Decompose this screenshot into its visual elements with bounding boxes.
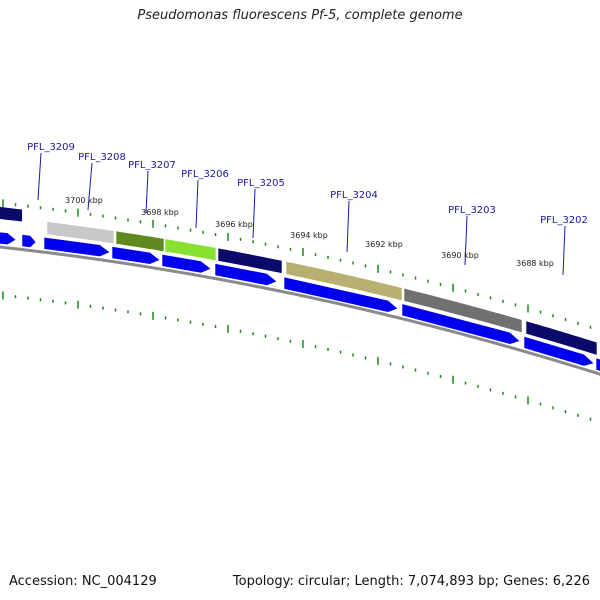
forward-gene-arrow xyxy=(21,234,37,248)
forward-gene-arrow xyxy=(595,357,600,372)
forward-gene-arrow xyxy=(161,253,212,274)
kbp-label: 3700 kbp xyxy=(65,196,103,205)
gene-label: PFL_3202 xyxy=(540,215,588,226)
kbp-label: 3694 kbp xyxy=(290,231,328,240)
forward-gene-arrow xyxy=(43,236,111,258)
gene-callout-line xyxy=(562,225,566,276)
gene-label: PFL_3208 xyxy=(78,152,126,163)
accession-text: Accession: NC_004129 xyxy=(9,574,157,589)
forward-gene-arrow xyxy=(111,246,161,265)
gene-label: PFL_3206 xyxy=(181,169,229,180)
gene-block xyxy=(164,238,217,262)
kbp-label: 3698 kbp xyxy=(141,208,179,217)
gene-label: PFL_3204 xyxy=(330,190,378,201)
forward-gene-arrow xyxy=(401,303,521,345)
gene-label: PFL_3209 xyxy=(27,142,75,153)
gene-callout-line xyxy=(145,170,149,214)
genome-title: Pseudomonas fluorescens Pf-5, complete g… xyxy=(137,8,463,23)
forward-gene-arrow xyxy=(523,335,595,367)
gene-label: PFL_3205 xyxy=(237,178,285,189)
gene-block xyxy=(115,230,165,252)
kbp-label: 3692 kbp xyxy=(365,240,403,249)
gene-block xyxy=(46,221,115,245)
gene-callout-line xyxy=(87,162,93,211)
gene-callout-line xyxy=(464,215,468,266)
forward-gene-arrow xyxy=(214,263,278,286)
gene-label: PFL_3203 xyxy=(448,205,496,216)
gene-block xyxy=(285,261,403,302)
kbp-label: 3690 kbp xyxy=(441,251,479,260)
gene-label: PFL_3207 xyxy=(128,160,176,171)
gene-callout-line xyxy=(37,152,42,201)
kbp-label: 3688 kbp xyxy=(516,259,554,268)
kbp-label: 3696 kbp xyxy=(215,220,253,229)
backbone-ring xyxy=(0,245,600,376)
genome-summary: Topology: circular; Length: 7,074,893 bp… xyxy=(232,574,590,589)
gene-block xyxy=(0,207,22,222)
gene-block xyxy=(525,320,598,356)
gene-block xyxy=(403,287,523,334)
gene-callout-line xyxy=(252,188,256,239)
gene-block xyxy=(217,247,283,274)
gene-callout-line xyxy=(195,179,199,229)
forward-gene-arrow xyxy=(283,276,399,313)
gene-callout-line xyxy=(346,200,350,253)
forward-gene-arrow xyxy=(0,231,17,246)
